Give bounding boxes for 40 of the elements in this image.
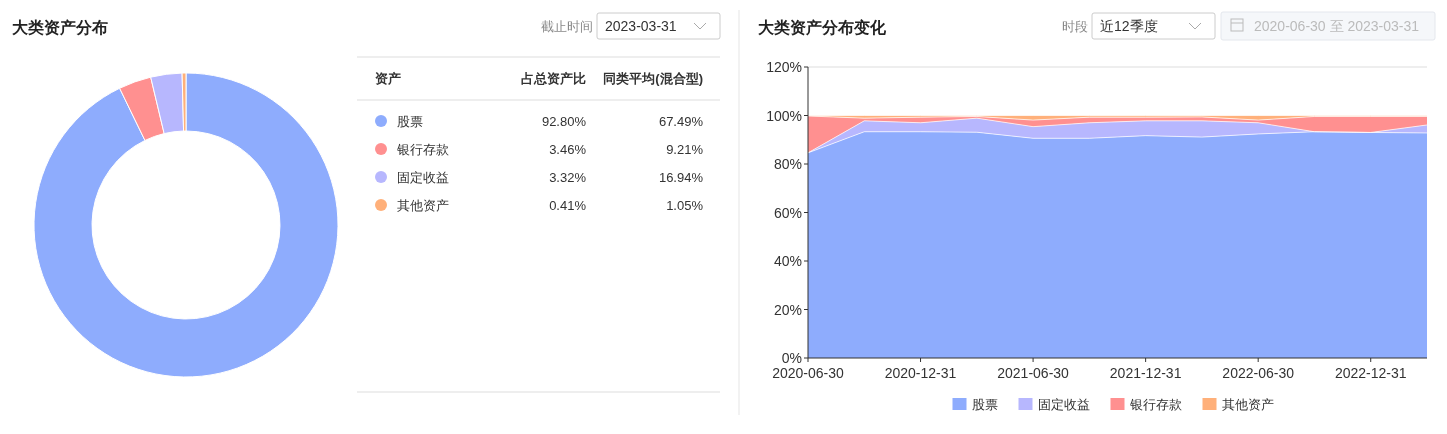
text: 资产 xyxy=(375,71,401,86)
data-label: 0.41% xyxy=(549,198,587,213)
text: 同类平均(混合型) xyxy=(603,71,703,86)
text: 截止时间 xyxy=(541,19,593,34)
data-label: 3.46% xyxy=(549,142,587,157)
chart-title: 大类资产分布 xyxy=(12,19,108,36)
y-tick-label: 20% xyxy=(773,301,802,318)
legend-label: 固定收益 xyxy=(397,170,449,185)
legend-label: 股票 xyxy=(971,397,998,412)
legend-label: 其他资产 xyxy=(1221,397,1274,412)
x-tick-label: 2020-06-30 xyxy=(772,365,845,381)
y-tick-label: 40% xyxy=(773,253,802,269)
x-tick-label: 2021-06-30 xyxy=(997,365,1070,381)
x-tick-label: 2021-12-31 xyxy=(1109,365,1182,381)
text: 时段 xyxy=(1062,19,1088,34)
y-tick-label: 100% xyxy=(766,107,802,124)
x-tick-label: 2022-12-31 xyxy=(1334,365,1407,381)
text: 2020-06-30 至 2023-03-31 xyxy=(1254,18,1420,34)
data-label: 16.94% xyxy=(658,170,704,185)
text: 占总资产比 xyxy=(521,71,586,86)
legend-label: 银行存款 xyxy=(396,142,449,157)
data-label: 67.49% xyxy=(658,114,704,129)
y-tick-label: 80% xyxy=(773,156,802,172)
y-tick-label: 60% xyxy=(773,204,802,221)
y-tick-label: 0% xyxy=(781,350,802,366)
data-label: 92.80% xyxy=(541,114,587,129)
legend-label: 其他资产 xyxy=(397,198,449,213)
x-tick-label: 2020-12-31 xyxy=(884,365,957,381)
legend-label: 股票 xyxy=(397,114,423,129)
legend-label: 固定收益 xyxy=(1037,397,1090,412)
data-label: 9.21% xyxy=(666,142,704,157)
text: 2023-03-31 xyxy=(605,18,677,34)
x-tick-label: 2022-06-30 xyxy=(1222,365,1295,381)
legend-label: 银行存款 xyxy=(1128,397,1182,412)
donut-slice xyxy=(33,72,339,378)
data-label: 3.32% xyxy=(549,170,587,185)
chart-title: 大类资产分布变化 xyxy=(758,19,887,36)
text: 近12季度 xyxy=(1100,18,1158,34)
data-label: 1.05% xyxy=(666,198,704,213)
y-tick-label: 120% xyxy=(766,59,802,75)
